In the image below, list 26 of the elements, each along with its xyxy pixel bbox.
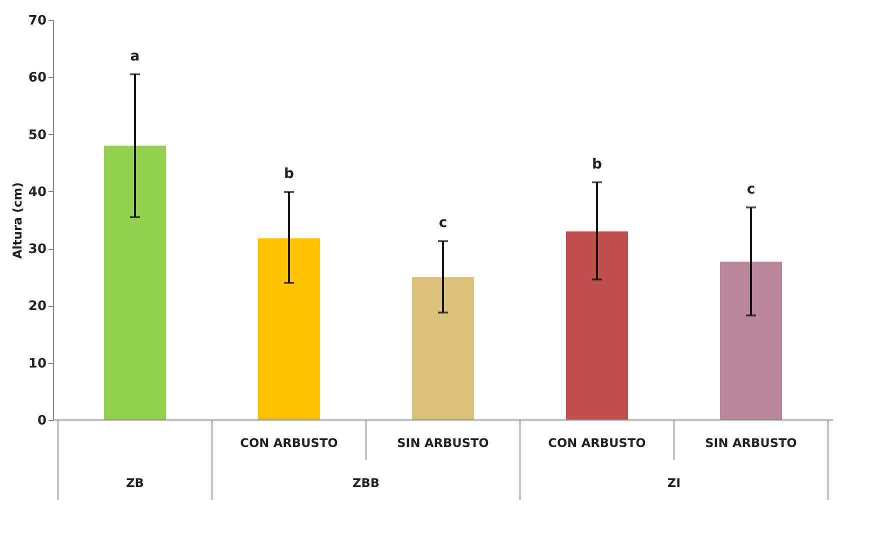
bar: [720, 262, 782, 420]
bar: [566, 231, 628, 420]
annotation: b: [284, 166, 294, 182]
y-tick-label: 20: [28, 299, 46, 314]
text: ZBB: [352, 476, 380, 490]
y-tick-label: 10: [28, 356, 46, 372]
x-tick-label: CON ARBUSTO: [548, 436, 646, 450]
annotation: a: [130, 48, 140, 64]
x-tick-label: SIN ARBUSTO: [705, 436, 797, 450]
y-tick-label: 50: [28, 128, 46, 143]
x-tick-label: SIN ARBUSTO: [397, 436, 489, 450]
annotation: c: [746, 181, 756, 198]
x-tick-label: CON ARBUSTO: [240, 436, 338, 450]
bar: [258, 238, 320, 420]
y-tick-label: 60: [28, 70, 46, 86]
annotation: b: [592, 156, 602, 172]
y-tick-label: 40: [28, 184, 46, 200]
bar: [412, 277, 474, 420]
annotation: c: [438, 215, 448, 232]
y-tick-label: 70: [28, 14, 46, 28]
bar: [104, 146, 166, 420]
text: ZI: [667, 476, 681, 490]
y-tick-label: 30: [28, 242, 46, 258]
text: ZB: [126, 476, 144, 490]
y-axis-title: Altura (cm): [10, 182, 24, 259]
y-tick-label: 0: [37, 414, 46, 428]
